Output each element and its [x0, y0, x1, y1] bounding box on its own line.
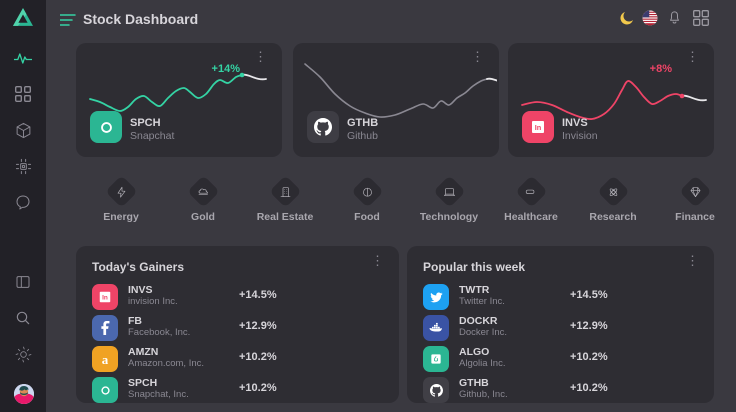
- svg-text:In: In: [102, 295, 108, 302]
- svg-text:In: In: [535, 123, 542, 132]
